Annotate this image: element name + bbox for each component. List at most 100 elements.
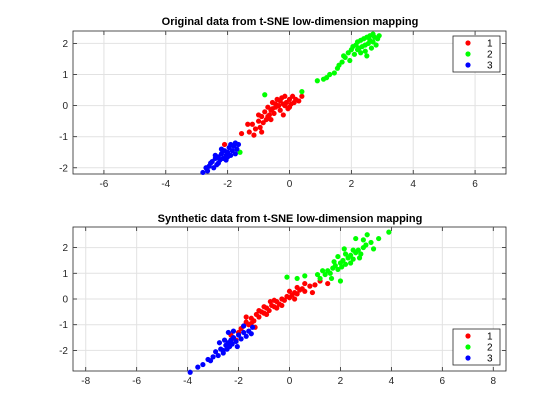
data-point-series-3 bbox=[232, 140, 238, 146]
data-point-series-1 bbox=[246, 129, 252, 135]
legend-marker-2 bbox=[465, 344, 471, 350]
data-point-series-2 bbox=[353, 235, 359, 242]
data-point-series-2 bbox=[348, 252, 354, 258]
data-point-series-1 bbox=[272, 101, 279, 107]
data-point-series-2 bbox=[322, 271, 328, 278]
legend-marker-2 bbox=[465, 51, 471, 57]
data-point-series-3 bbox=[204, 168, 211, 174]
data-point-series-1 bbox=[263, 311, 270, 318]
data-point-series-1 bbox=[257, 124, 263, 130]
data-point-series-1 bbox=[251, 132, 257, 138]
data-point-series-2 bbox=[354, 47, 361, 53]
data-point-series-1 bbox=[299, 93, 305, 99]
data-point-series-1 bbox=[269, 106, 276, 112]
data-point-series-1 bbox=[294, 291, 300, 297]
x-tick-label: 6 bbox=[472, 179, 478, 190]
x-tick-label: 0 bbox=[287, 376, 293, 387]
x-tick-label: 4 bbox=[410, 179, 416, 190]
data-point-series-2 bbox=[360, 237, 366, 243]
data-point-series-2 bbox=[376, 33, 382, 39]
data-point-series-3 bbox=[208, 160, 214, 166]
data-point-series-2 bbox=[334, 65, 341, 71]
legend-marker-1 bbox=[465, 40, 471, 46]
data-point-series-1 bbox=[282, 103, 288, 109]
data-point-series-2 bbox=[335, 253, 341, 260]
data-point-series-1 bbox=[277, 98, 283, 104]
y-tick-label: 2 bbox=[62, 39, 68, 50]
legend-marker-3 bbox=[465, 355, 471, 361]
data-point-series-3 bbox=[218, 146, 225, 152]
data-point-series-1 bbox=[267, 298, 273, 305]
data-point-series-1 bbox=[325, 280, 331, 287]
y-tick-label: 0 bbox=[62, 295, 68, 306]
data-point-series-3 bbox=[212, 152, 218, 158]
data-point-series-1 bbox=[282, 93, 288, 99]
x-tick-label: -6 bbox=[99, 179, 108, 190]
data-point-series-1 bbox=[302, 280, 308, 287]
data-point-series-1 bbox=[277, 107, 283, 113]
data-point-series-2 bbox=[348, 260, 354, 266]
data-point-series-3 bbox=[225, 154, 231, 160]
data-point-series-3 bbox=[207, 358, 214, 364]
data-point-series-3 bbox=[248, 331, 254, 337]
data-point-series-2 bbox=[339, 264, 345, 270]
x-tick-label: 4 bbox=[389, 376, 395, 387]
data-point-series-1 bbox=[279, 302, 285, 309]
data-point-series-3 bbox=[225, 329, 231, 336]
data-point-series-2 bbox=[342, 251, 349, 257]
data-point-series-1 bbox=[245, 121, 251, 127]
y-tick-label: 1 bbox=[62, 70, 68, 81]
y-tick-label: 1 bbox=[62, 269, 68, 280]
data-point-series-1 bbox=[238, 130, 245, 137]
data-point-series-1 bbox=[266, 307, 272, 314]
data-point-series-3 bbox=[232, 151, 238, 157]
data-point-series-3 bbox=[234, 146, 240, 152]
legend-box bbox=[452, 328, 501, 366]
data-point-series-1 bbox=[259, 129, 265, 135]
data-point-series-3 bbox=[200, 361, 206, 368]
data-point-series-3 bbox=[200, 169, 206, 176]
x-tick-label: -4 bbox=[161, 179, 170, 190]
data-point-series-3 bbox=[215, 352, 221, 359]
data-point-series-2 bbox=[327, 270, 333, 276]
y-tick-label: -1 bbox=[59, 320, 68, 331]
y-tick-label: 2 bbox=[62, 243, 68, 254]
data-point-series-1 bbox=[286, 104, 293, 110]
legend-original: 123 bbox=[452, 35, 501, 73]
data-point-series-1 bbox=[281, 297, 288, 303]
y-tick-label: -2 bbox=[59, 346, 68, 357]
data-point-series-2 bbox=[328, 275, 335, 282]
data-point-series-3 bbox=[228, 141, 234, 148]
data-point-series-2 bbox=[364, 232, 370, 238]
points-original bbox=[200, 31, 382, 176]
data-point-series-2 bbox=[386, 229, 392, 235]
legend-label-1: 1 bbox=[487, 39, 493, 50]
data-point-series-1 bbox=[312, 282, 318, 288]
data-point-series-1 bbox=[274, 305, 280, 311]
x-tick-label: -6 bbox=[132, 376, 141, 387]
data-point-series-1 bbox=[291, 296, 298, 302]
data-point-series-2 bbox=[350, 247, 356, 253]
points-synthetic bbox=[187, 229, 392, 375]
legend-synthetic: 123 bbox=[452, 328, 501, 366]
data-point-series-3 bbox=[241, 329, 247, 336]
data-point-series-2 bbox=[370, 31, 376, 37]
data-point-series-2 bbox=[337, 278, 344, 284]
data-point-series-2 bbox=[341, 246, 347, 252]
data-point-series-2 bbox=[299, 89, 305, 95]
x-tick-label: 2 bbox=[338, 376, 344, 387]
chart-title-original: Original data from t-SNE low-dimension m… bbox=[162, 16, 419, 28]
data-point-series-1 bbox=[302, 288, 308, 294]
x-tick-label: -2 bbox=[223, 179, 232, 190]
data-point-series-1 bbox=[249, 121, 255, 127]
data-point-series-2 bbox=[376, 235, 382, 242]
legend-marker-3 bbox=[465, 62, 471, 68]
data-point-series-1 bbox=[252, 126, 259, 132]
data-point-series-1 bbox=[286, 288, 293, 294]
data-point-series-2 bbox=[356, 255, 363, 261]
y-tick-label: -2 bbox=[59, 163, 68, 174]
data-point-series-1 bbox=[307, 283, 313, 289]
